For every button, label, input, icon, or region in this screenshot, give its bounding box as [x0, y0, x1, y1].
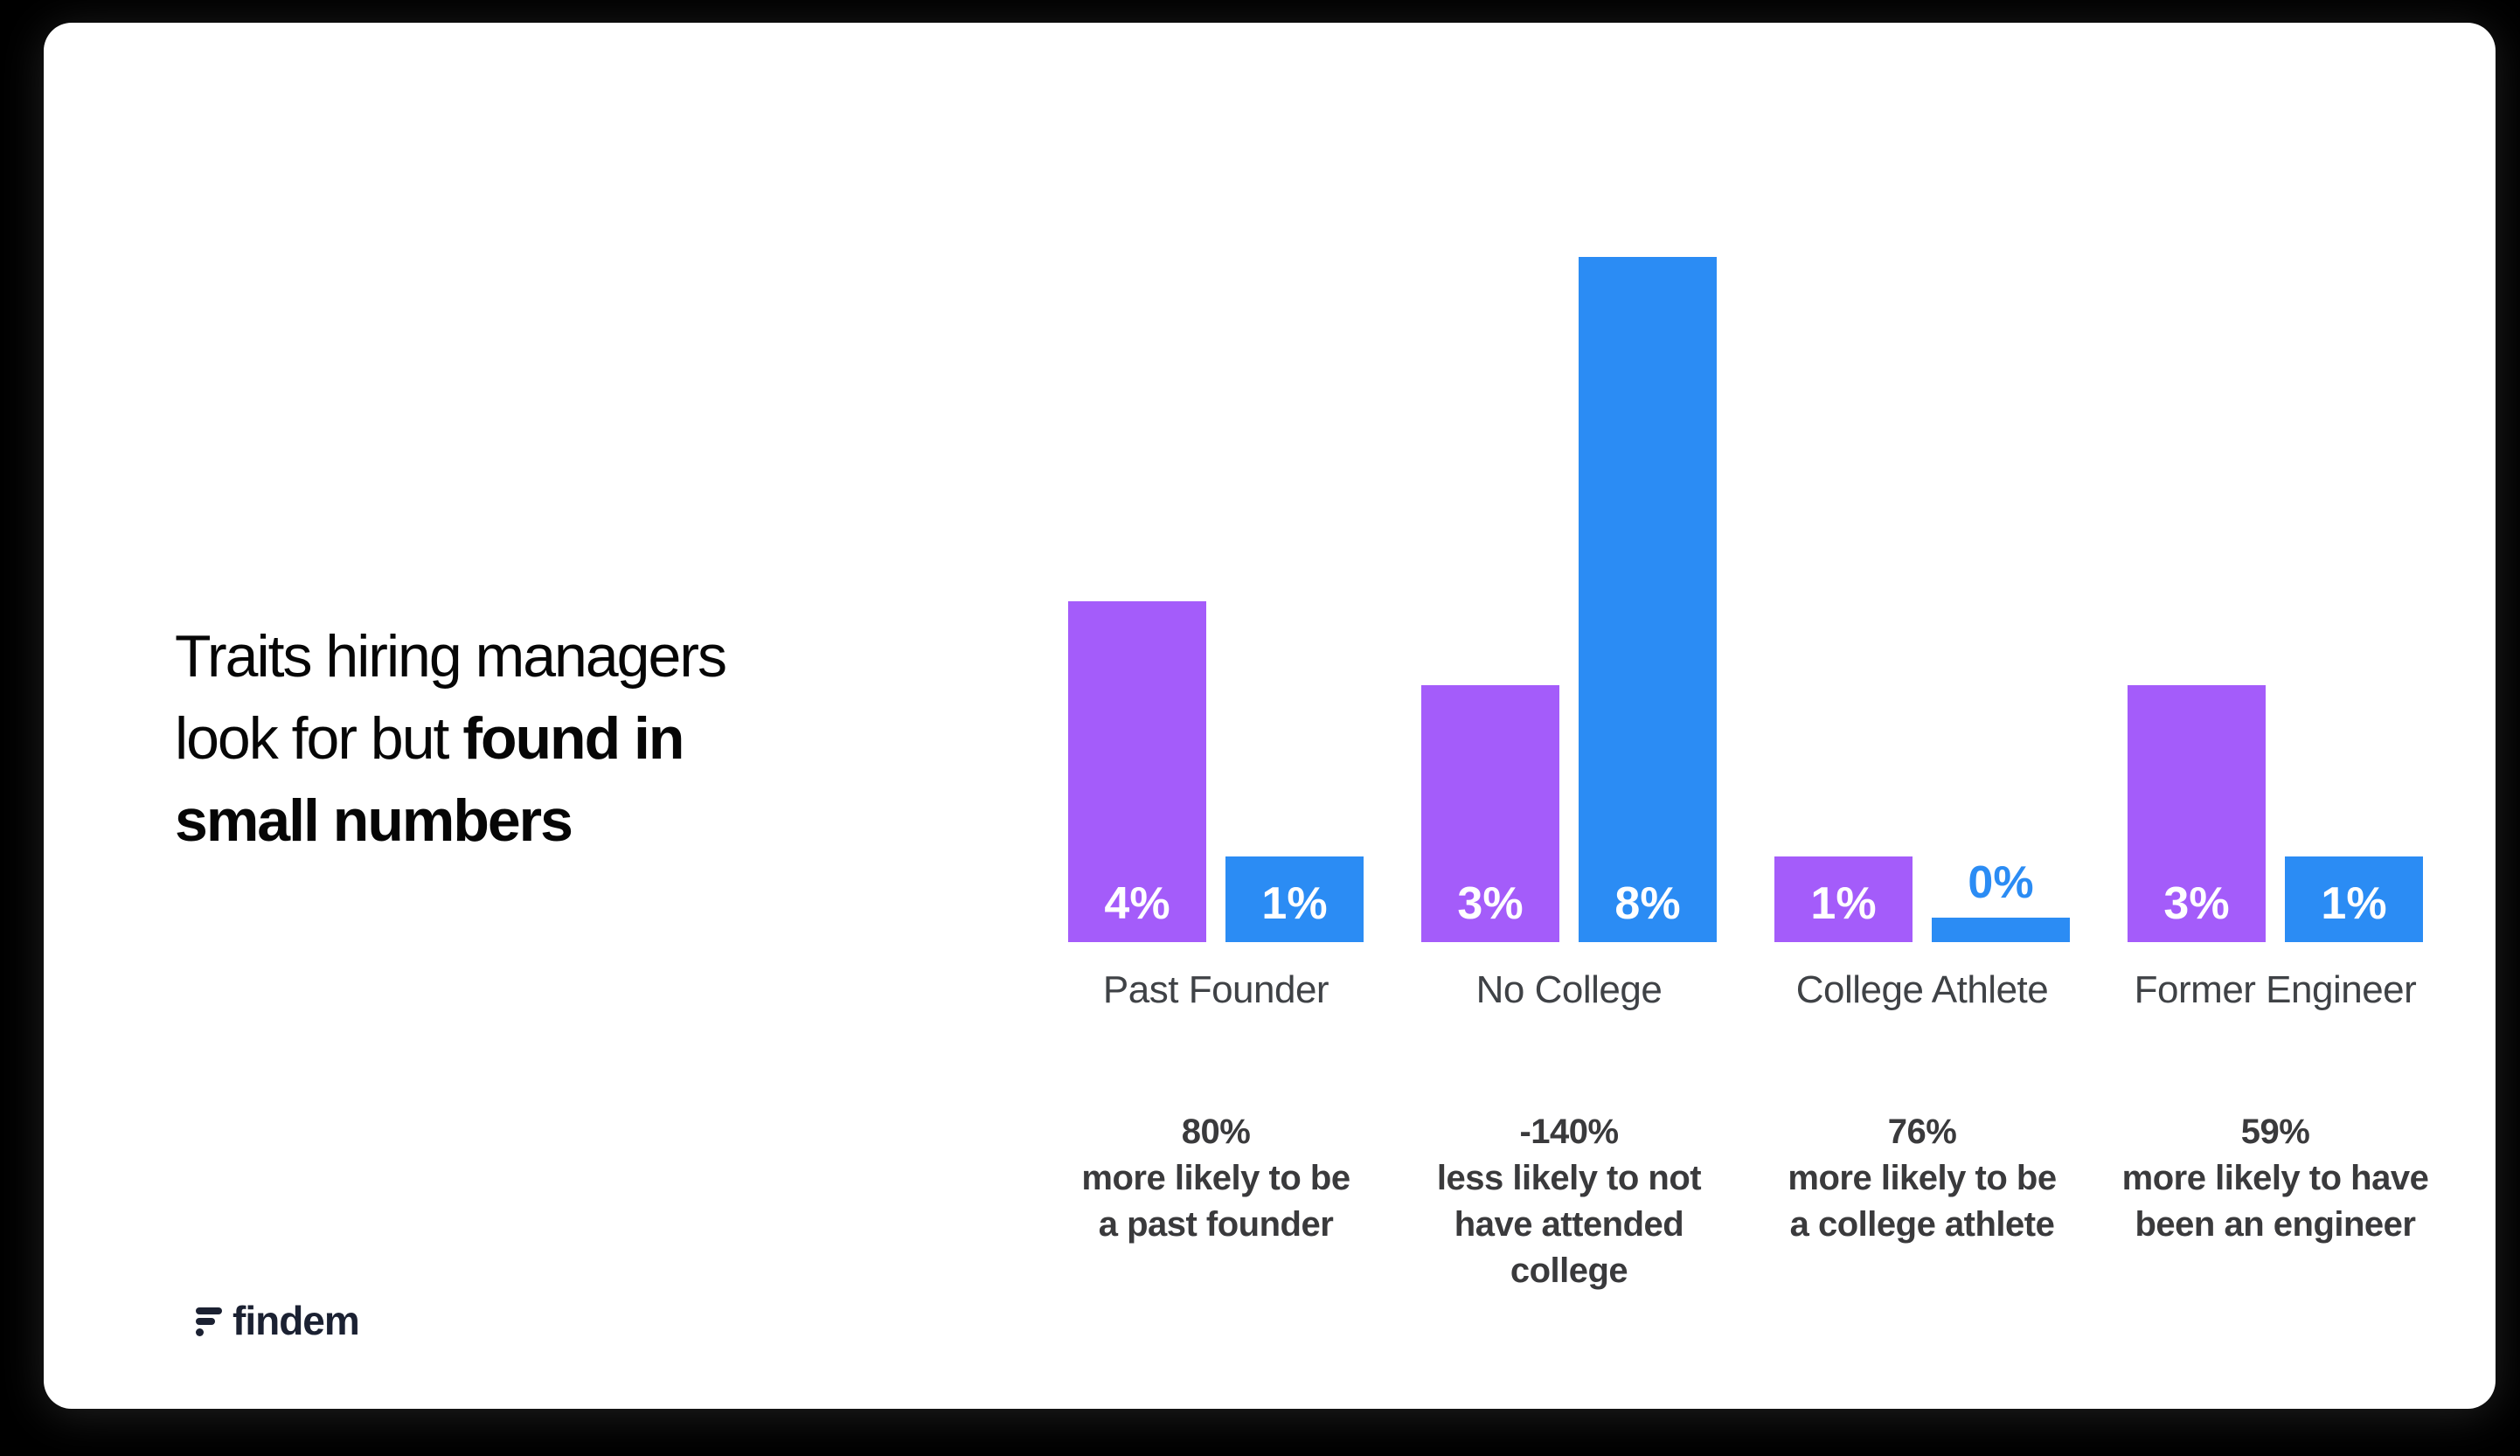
title-line-1: Traits hiring managers	[175, 623, 727, 690]
bar-college-athlete-purple: 1%	[1774, 856, 1913, 942]
findem-logo: findem	[196, 1297, 360, 1344]
bar-value-label: 8%	[1614, 878, 1681, 929]
category-label-former-engineer: Former Engineer	[2134, 968, 2417, 1011]
bar-value-label: 3%	[1457, 878, 1524, 929]
annotation-past-founder: 80% more likely to be a past founder	[1024, 1109, 1408, 1248]
category-label-college-athlete: College Athlete	[1795, 968, 2049, 1011]
bar-no-college-blue: 8%	[1579, 257, 1717, 942]
annotation-line: have attended	[1454, 1205, 1684, 1244]
chart-card: Traits hiring managers look for but foun…	[44, 23, 2496, 1409]
title-line-3: small numbers	[175, 787, 573, 854]
category-label-no-college: No College	[1475, 968, 1663, 1011]
bar-value-label: 0%	[1968, 857, 2034, 908]
annotation-line: college	[1510, 1251, 1628, 1290]
annotation-percentage: 76%	[1887, 1113, 1957, 1151]
findem-logo-text: findem	[233, 1298, 360, 1343]
bar-college-athlete-blue: 0%	[1932, 857, 2070, 942]
annotation-line: more likely to have	[2121, 1159, 2429, 1197]
bar-value-label: 1%	[2321, 878, 2387, 929]
category-label-past-founder: Past Founder	[1102, 968, 1329, 1011]
annotation-college-athlete: 76% more likely to be a college athlete	[1730, 1109, 2114, 1248]
title-line-2: look for but found in	[175, 705, 684, 772]
page-title: Traits hiring managers look for but foun…	[175, 615, 892, 862]
bar-past-founder-purple: 4%	[1068, 601, 1206, 942]
annotation-line: less likely to not	[1436, 1159, 1702, 1197]
bar-value-label: 1%	[1261, 878, 1328, 929]
bar-past-founder-blue: 1%	[1225, 856, 1364, 942]
annotation-former-engineer: 59% more likely to have been an engineer	[2083, 1109, 2468, 1248]
bar-value-label: 3%	[2163, 878, 2230, 929]
annotation-line: more likely to be	[1081, 1159, 1350, 1197]
bar-no-college-purple: 3%	[1421, 685, 1559, 942]
bar-value-label: 1%	[1810, 878, 1877, 929]
bar-former-engineer-blue: 1%	[2285, 856, 2423, 942]
annotation-no-college: -140% less likely to not have attended c…	[1377, 1109, 1761, 1294]
annotation-percentage: -140%	[1519, 1113, 1619, 1151]
annotation-line: been an engineer	[2135, 1205, 2416, 1244]
findem-logo-icon	[196, 1306, 222, 1336]
bar-former-engineer-purple: 3%	[2128, 685, 2266, 942]
bar-value-label: 4%	[1104, 878, 1170, 929]
annotation-line: a past founder	[1098, 1205, 1334, 1244]
annotation-line: more likely to be	[1788, 1159, 2057, 1197]
annotation-line: a college athlete	[1789, 1205, 2055, 1244]
annotation-percentage: 80%	[1181, 1113, 1251, 1151]
annotation-percentage: 59%	[2240, 1113, 2310, 1151]
